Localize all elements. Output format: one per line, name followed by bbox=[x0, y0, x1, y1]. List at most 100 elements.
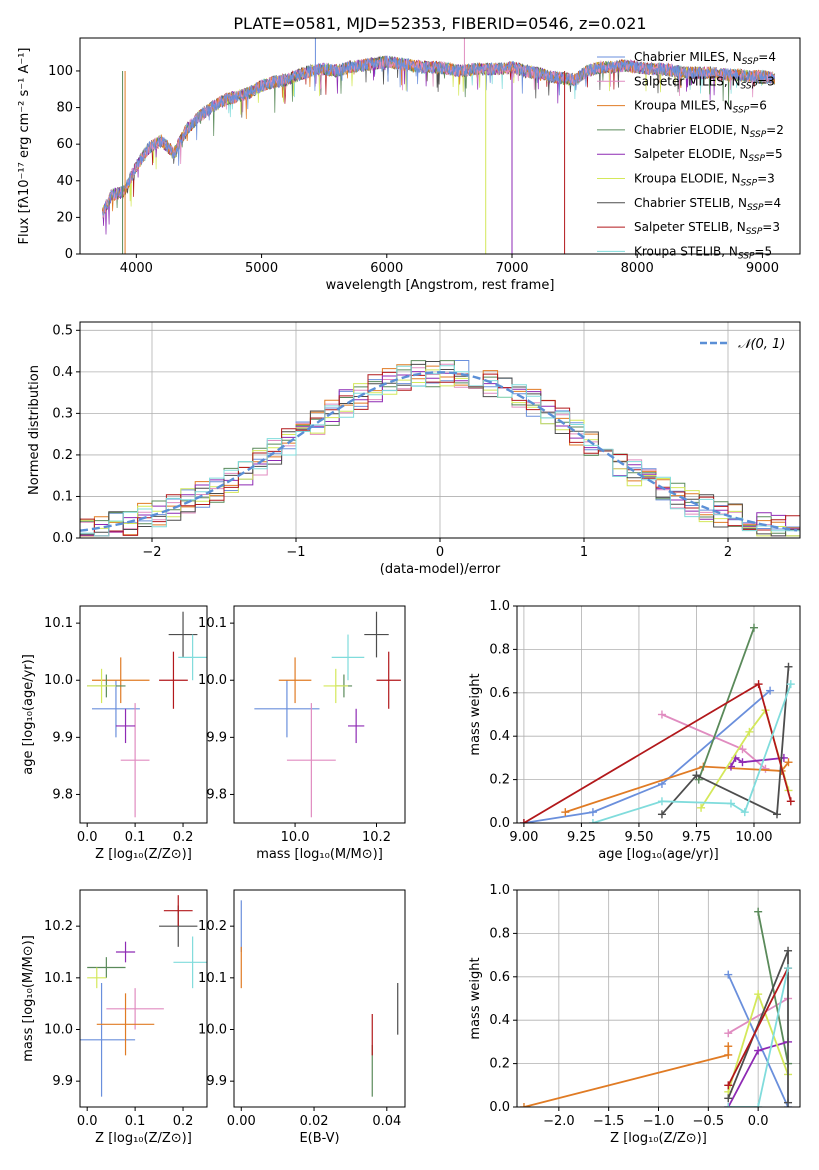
x-tick-label: 0.0 bbox=[77, 830, 98, 845]
x-tick-label: 0.0 bbox=[748, 1114, 769, 1129]
y-tick-label: 1.0 bbox=[489, 883, 510, 898]
y-tick-label: 0.4 bbox=[489, 1013, 510, 1028]
legend-count: =6 bbox=[749, 99, 767, 113]
x-tick-label: 0.02 bbox=[300, 1114, 329, 1129]
figure-title: PLATE=0581, MJD=52353, FIBERID=0546, z=0… bbox=[233, 14, 646, 33]
panel-age_vs_mass: 10.0 10.2 9.8 9.9 10.0 10.1 mass [log₁₀(M/M⊙)] bbox=[198, 605, 406, 862]
x-axis-label: Z [log₁₀(Z/Z⊙)] bbox=[95, 1131, 192, 1146]
x-tick-label: 7000 bbox=[495, 261, 528, 276]
x-axis-label: age [log₁₀(age/yr)] bbox=[598, 847, 719, 862]
y-tick-label: 0.0 bbox=[489, 816, 510, 831]
legend-sub: SSP bbox=[742, 57, 759, 67]
legend-count: =3 bbox=[757, 172, 775, 186]
y-axis-label: Flux [fλ10⁻¹⁷ erg cm⁻² s⁻¹ A⁻¹] bbox=[17, 48, 32, 245]
y-tick-label: 10.1 bbox=[198, 616, 227, 631]
y-tick-label: 0 bbox=[65, 247, 73, 262]
plot-area bbox=[102, 38, 776, 254]
weight-line-chabrier-miles bbox=[727, 974, 789, 1107]
panel-age_vs_Z: 0.0 0.1 0.2 9.8 9.9 10.0 10.1 Z [log₁₀(Z/Z⊙)] ag… bbox=[21, 605, 208, 862]
x-tick-label: 1 bbox=[580, 545, 588, 560]
y-tick-label: 10.0 bbox=[44, 673, 73, 688]
x-tick-label: 10.2 bbox=[362, 830, 391, 845]
x-tick-label: −1.0 bbox=[643, 1114, 675, 1129]
legend-sub: SSP bbox=[733, 106, 750, 116]
x-tick-label: 4000 bbox=[120, 261, 153, 276]
y-tick-label: 9.9 bbox=[52, 730, 73, 745]
y-tick-label: 100 bbox=[48, 64, 73, 79]
x-tick-label: 0.2 bbox=[173, 830, 194, 845]
legend-count: =3 bbox=[757, 74, 775, 88]
weight-line-salpeter-stelib bbox=[727, 967, 789, 1086]
axes-frame bbox=[233, 889, 406, 1108]
x-tick-label: −2.0 bbox=[543, 1114, 575, 1129]
hist-salpeter-stelib bbox=[80, 371, 800, 537]
x-axis-label: E(B-V) bbox=[299, 1131, 339, 1146]
weight-line-kroupa-stelib bbox=[592, 683, 792, 823]
legend-entry: Salpeter MILES, NSSP=3 bbox=[634, 74, 775, 91]
y-tick-label: 80 bbox=[56, 101, 73, 116]
y-tick-label: 0.4 bbox=[52, 365, 73, 380]
x-tick-label: 9.00 bbox=[509, 830, 538, 845]
legend-entry: Salpeter STELIB, NSSP=3 bbox=[634, 220, 780, 237]
x-tick-label: 9.75 bbox=[682, 830, 711, 845]
legend-entry: Kroupa STELIB, NSSP=5 bbox=[634, 244, 772, 261]
panel-weight_vs_Z: −2.0 −1.5 −1.0 −0.5 0.0 0.0 0.2 0.4 0.6 0.8 1.0 Z [… bbox=[468, 883, 801, 1146]
x-tick-label: −0.5 bbox=[693, 1114, 725, 1129]
x-axis-label: Z [log₁₀(Z/Z⊙)] bbox=[95, 847, 192, 862]
legend-sub: SSP bbox=[741, 81, 758, 91]
x-tick-label: 2 bbox=[724, 545, 732, 560]
weight-line-kroupa-miles bbox=[565, 761, 790, 813]
legend-count: =4 bbox=[764, 196, 782, 210]
x-tick-label: 0.0 bbox=[77, 1114, 98, 1129]
legend-entry: Chabrier MILES, NSSP=4 bbox=[634, 50, 776, 67]
x-tick-label: 0 bbox=[436, 545, 444, 560]
y-tick-label: 0.6 bbox=[489, 686, 510, 701]
y-tick-label: 0.8 bbox=[489, 642, 510, 657]
y-tick-label: 10.1 bbox=[44, 971, 73, 986]
y-tick-label: 0.3 bbox=[52, 406, 73, 421]
legend-sub: SSP bbox=[746, 227, 763, 237]
y-tick-label: 0.2 bbox=[489, 773, 510, 788]
legend-entry: Chabrier ELODIE, NSSP=2 bbox=[634, 123, 784, 140]
y-tick-label: 0.0 bbox=[489, 1100, 510, 1115]
hist-kroupa-elodie bbox=[80, 369, 800, 537]
y-axis-label: Normed distribution bbox=[27, 365, 42, 495]
y-tick-label: 0.2 bbox=[489, 1057, 510, 1072]
x-tick-label: 9000 bbox=[746, 261, 779, 276]
legend: 𝒩(0, 1) bbox=[700, 337, 785, 352]
panel-weight_vs_age: 9.00 9.25 9.50 9.75 10.00 0.0 0.2 0.4 0.6 0.8 1.0 a… bbox=[468, 599, 801, 862]
y-tick-label: 10.0 bbox=[198, 673, 227, 688]
y-tick-label: 0.6 bbox=[489, 970, 510, 985]
legend-count: =2 bbox=[766, 123, 784, 137]
spectrum-chabrier-miles bbox=[102, 55, 776, 216]
x-tick-label: −1.5 bbox=[593, 1114, 625, 1129]
plot-area bbox=[87, 611, 207, 818]
panel-spectrum: 4000 5000 6000 7000 8000 9000 0 20 40 60 80 100 wave… bbox=[17, 37, 801, 293]
y-tick-label: 9.9 bbox=[206, 1074, 227, 1089]
y-tick-label: 10.0 bbox=[44, 1023, 73, 1038]
panel-mass_vs_Z: 0.0 0.1 0.2 9.9 10.0 10.1 10.2 Z [log₁₀(Z/Z⊙)] m… bbox=[21, 889, 208, 1146]
legend-count: =5 bbox=[754, 244, 772, 258]
y-tick-label: 0.1 bbox=[52, 489, 73, 504]
legend-count: =5 bbox=[765, 147, 783, 161]
y-tick-label: 10.1 bbox=[44, 616, 73, 631]
legend-sub: SSP bbox=[747, 203, 764, 213]
legend-count: =3 bbox=[762, 220, 780, 234]
x-axis-label: mass [log₁₀(M/M⊙)] bbox=[256, 847, 383, 862]
legend-entry: Chabrier STELIB, NSSP=4 bbox=[634, 196, 781, 213]
legend: Chabrier MILES, NSSP=4 Salpeter MILES, NS… bbox=[597, 50, 784, 261]
legend-sub: SSP bbox=[741, 179, 758, 189]
x-tick-label: 0.2 bbox=[173, 1114, 194, 1129]
hist-kroupa-stelib bbox=[80, 365, 800, 537]
axes-frame bbox=[233, 605, 406, 824]
y-tick-label: 9.9 bbox=[206, 730, 227, 745]
plot-area bbox=[240, 900, 399, 1097]
axes-frame bbox=[79, 889, 208, 1108]
y-axis-label: age [log₁₀(age/yr)] bbox=[21, 654, 36, 775]
legend-entry: 𝒩(0, 1) bbox=[738, 337, 785, 352]
legend-entry: Kroupa MILES, NSSP=6 bbox=[634, 99, 767, 116]
y-tick-label: 9.9 bbox=[52, 1074, 73, 1089]
y-tick-label: 10.0 bbox=[198, 1023, 227, 1038]
y-axis-label: mass weight bbox=[468, 673, 483, 755]
y-tick-label: 0.2 bbox=[52, 448, 73, 463]
